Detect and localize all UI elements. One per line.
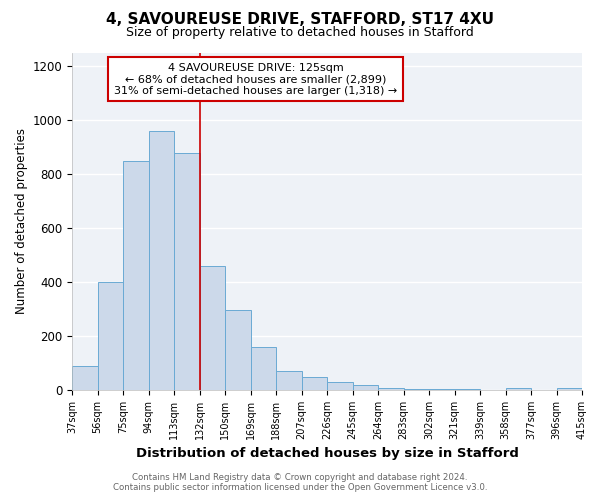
Bar bbox=[97, 282, 123, 390]
Y-axis label: Number of detached properties: Number of detached properties bbox=[16, 128, 28, 314]
Bar bbox=[199, 266, 225, 390]
Bar bbox=[276, 371, 302, 390]
Bar bbox=[327, 382, 353, 390]
Bar bbox=[123, 161, 149, 390]
Bar bbox=[429, 389, 455, 390]
Bar bbox=[557, 388, 582, 390]
Text: 4 SAVOUREUSE DRIVE: 125sqm
← 68% of detached houses are smaller (2,899)
31% of s: 4 SAVOUREUSE DRIVE: 125sqm ← 68% of deta… bbox=[114, 62, 397, 96]
Bar bbox=[353, 385, 378, 390]
Bar bbox=[302, 376, 327, 390]
Bar bbox=[251, 347, 276, 390]
Bar bbox=[72, 366, 97, 390]
Bar bbox=[174, 153, 199, 390]
Text: Contains HM Land Registry data © Crown copyright and database right 2024.
Contai: Contains HM Land Registry data © Crown c… bbox=[113, 473, 487, 492]
Bar bbox=[378, 388, 404, 390]
Bar bbox=[225, 310, 251, 390]
Bar bbox=[505, 388, 531, 390]
Bar bbox=[404, 389, 429, 390]
Text: Size of property relative to detached houses in Stafford: Size of property relative to detached ho… bbox=[126, 26, 474, 39]
X-axis label: Distribution of detached houses by size in Stafford: Distribution of detached houses by size … bbox=[136, 448, 518, 460]
Bar bbox=[149, 131, 174, 390]
Text: 4, SAVOUREUSE DRIVE, STAFFORD, ST17 4XU: 4, SAVOUREUSE DRIVE, STAFFORD, ST17 4XU bbox=[106, 12, 494, 28]
